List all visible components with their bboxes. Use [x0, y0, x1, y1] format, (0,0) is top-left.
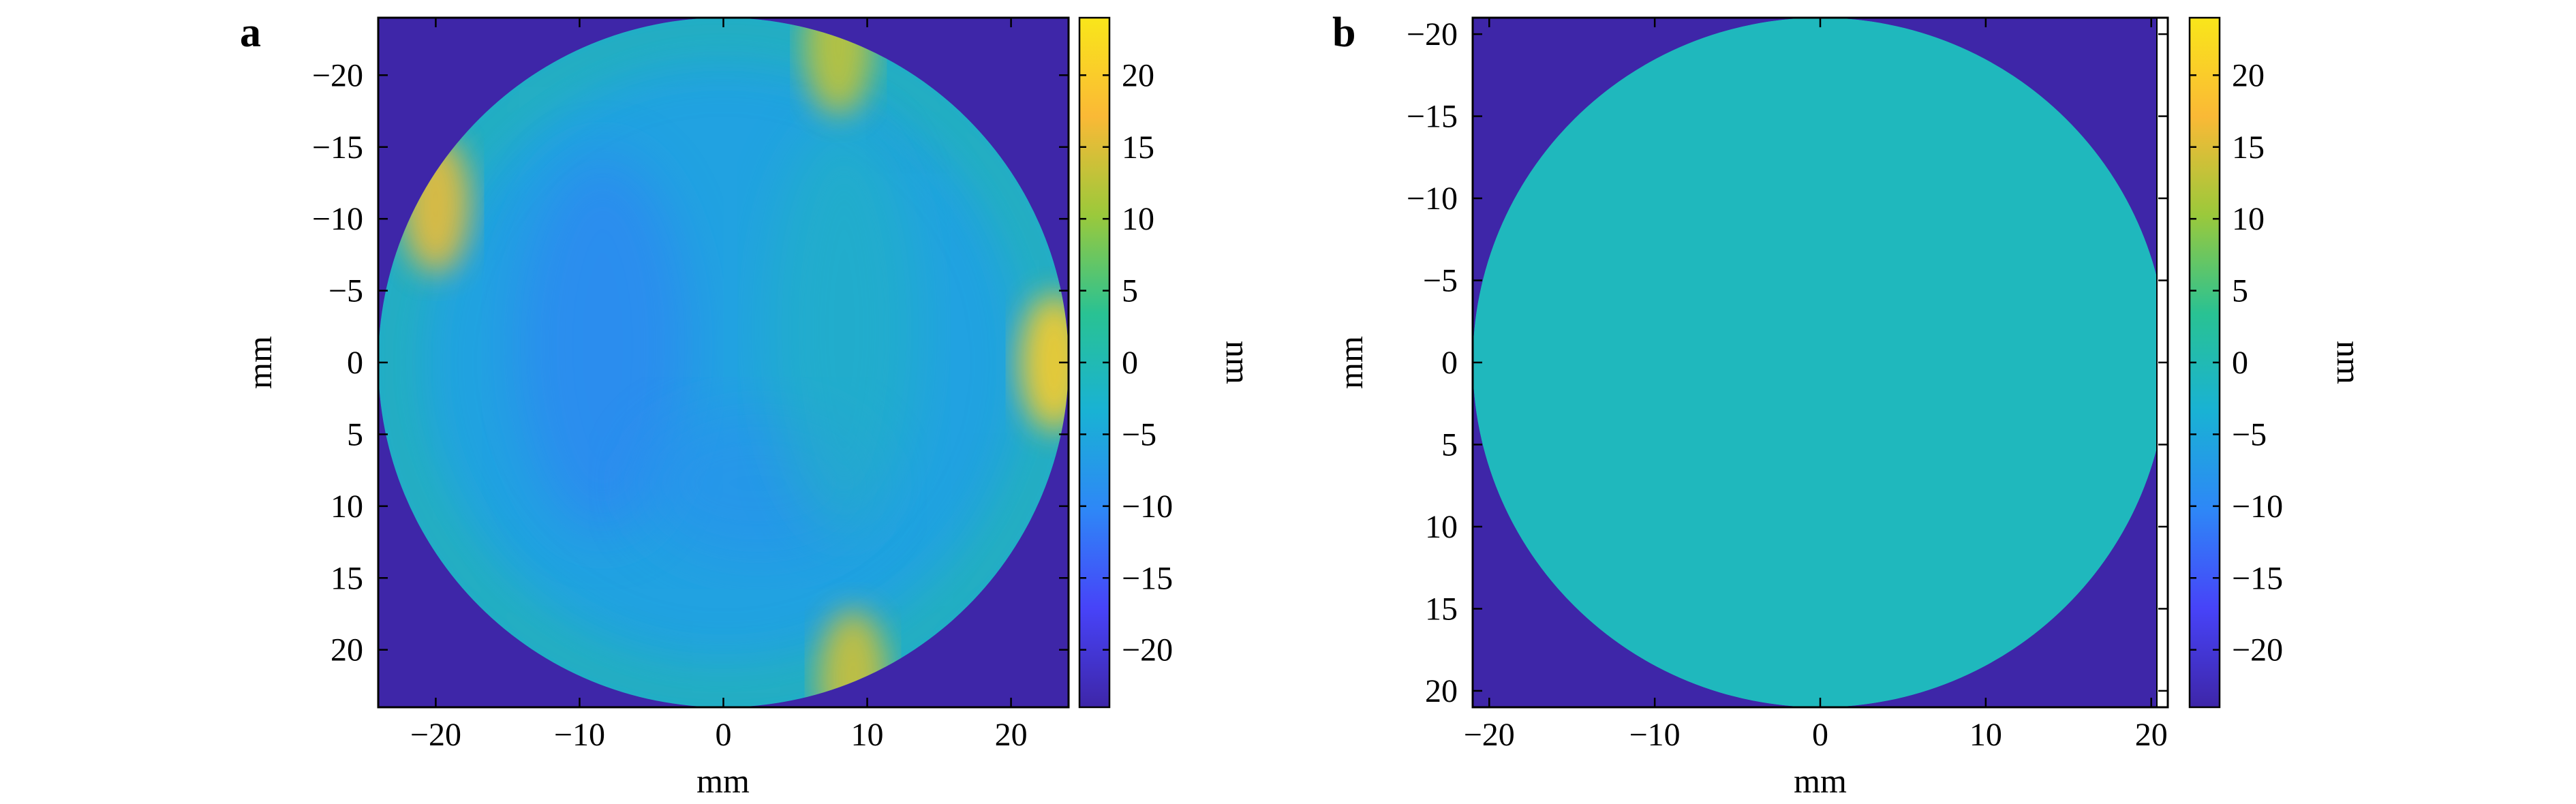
- a-x-tick-label: 10: [851, 717, 884, 753]
- b-aperture: [1473, 18, 2168, 707]
- a-y-tick-label: −5: [328, 273, 363, 309]
- b-colorbar-tick-label: −15: [2232, 560, 2283, 596]
- a-y-tick-label: 0: [347, 345, 363, 381]
- a-colorbar-tick-label: 5: [1122, 273, 1138, 309]
- b-y-tick-label: −15: [1407, 99, 1458, 135]
- b-y-tick-label: −20: [1407, 16, 1458, 52]
- panel-b-x-axis-label: mm: [1794, 762, 1847, 800]
- panel-b-x-ticks: −20 −10 0 10 20: [1464, 18, 2168, 753]
- a-colorbar-tick-label: 10: [1122, 201, 1154, 237]
- b-colorbar-tick-label: −5: [2232, 416, 2267, 452]
- panel-a-x-axis-label: mm: [696, 762, 750, 800]
- panel-a-y-axis-label: mm: [241, 336, 279, 389]
- b-y-tick-label: 20: [1425, 673, 1458, 709]
- a-y-tick-label: −20: [312, 57, 363, 93]
- a-aperture: [378, 18, 1069, 707]
- a-colorbar-tick-label: −15: [1122, 560, 1173, 596]
- panel-a-heatmap: [378, 18, 1069, 707]
- b-colorbar-tick-label: 5: [2232, 273, 2248, 309]
- b-y-tick-label: −10: [1407, 181, 1458, 217]
- panel-b-y-axis-label: mm: [1332, 336, 1370, 389]
- b-x-tick-label: −10: [1629, 717, 1681, 753]
- b-colorbar-tick-label: −20: [2232, 632, 2283, 668]
- b-y-tick-label: 10: [1425, 509, 1458, 545]
- panel-b-y-ticks: −20 −15 −10 −5 0 5 10 15 20: [1407, 16, 2168, 709]
- a-x-tick-label: −10: [554, 717, 605, 753]
- a-y-tick-label: 5: [347, 416, 363, 452]
- b-colorbar-tick-label: −10: [2232, 489, 2283, 525]
- a-y-tick-label: −15: [312, 129, 363, 166]
- panel-a-colorbar-label: nm: [1219, 341, 1257, 384]
- a-x-tick-label: 0: [716, 717, 732, 753]
- panel-b-colorbar-label: nm: [2330, 341, 2368, 384]
- a-colorbar-tick-label: −5: [1122, 416, 1156, 452]
- a-y-tick-label: 20: [331, 632, 363, 668]
- b-y-tick-label: 15: [1425, 591, 1458, 627]
- b-colorbar-tick-label: 20: [2232, 57, 2265, 93]
- a-colorbar-tick-label: 15: [1122, 129, 1154, 166]
- b-x-tick-label: 10: [1969, 717, 2002, 753]
- b-x-tick-label: 20: [2135, 717, 2168, 753]
- b-colorbar-tick-label: 15: [2232, 129, 2265, 166]
- a-y-tick-label: 10: [331, 489, 363, 525]
- a-x-tick-label: −20: [410, 717, 461, 753]
- a-colorbar-tick-label: −10: [1122, 489, 1173, 525]
- b-colorbar-tick-label: 10: [2232, 201, 2265, 237]
- b-x-tick-label: −20: [1464, 717, 1515, 753]
- b-y-tick-label: 0: [1441, 345, 1458, 381]
- b-x-tick-label: 0: [1812, 717, 1828, 753]
- a-high-region: [768, 121, 921, 535]
- b-aperture-field: [1473, 18, 2168, 707]
- a-x-tick-label: 20: [995, 717, 1028, 753]
- a-y-tick-label: 15: [331, 560, 363, 596]
- b-y-tick-label: −5: [1423, 263, 1458, 299]
- a-low-region: [516, 155, 689, 535]
- panel-a-label: a: [240, 10, 261, 56]
- a-hotspot: [803, 18, 873, 116]
- a-hotspot: [1019, 293, 1069, 432]
- a-colorbar-tick-label: 20: [1122, 57, 1154, 93]
- a-hotspot: [818, 609, 888, 707]
- b-y-tick-label: 5: [1441, 427, 1458, 463]
- b-colorbar-tick-label: 0: [2232, 345, 2248, 381]
- panel-b-heatmap: [1473, 18, 2168, 707]
- a-y-tick-label: −10: [312, 201, 363, 237]
- panel-b-label: b: [1332, 10, 1355, 56]
- panel-a-y-ticks: −20 −15 −10 −5 0 5 10 15 20: [312, 57, 1069, 668]
- panel-b-colorbar: 20 15 10 5 0 −5 −10 −15 −20: [2188, 16, 2283, 709]
- a-colorbar-tick-label: −20: [1122, 632, 1173, 668]
- a-colorbar-tick-label: 0: [1122, 345, 1138, 381]
- panel-a-x-ticks: −20 −10 0 10 20: [410, 18, 1028, 753]
- panel-a-colorbar: 20 15 10 5 0 −5 −10 −15 −20: [1078, 16, 1173, 709]
